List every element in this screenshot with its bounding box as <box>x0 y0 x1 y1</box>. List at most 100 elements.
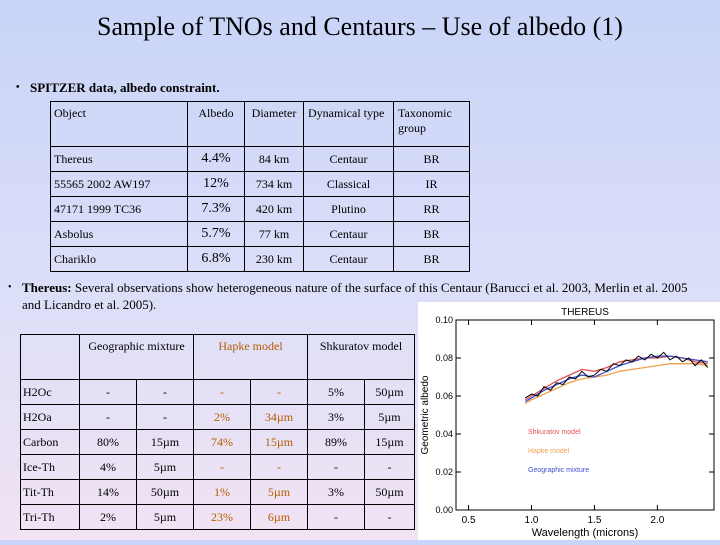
x-tick-label: 1.5 <box>587 515 601 526</box>
legend-entry: Hapke model <box>528 448 570 455</box>
cell-dynamical-type: Centaur <box>303 146 394 172</box>
header-object: Object <box>50 101 188 147</box>
series-line-2 <box>524 355 708 403</box>
cell-component: H2Oa <box>20 404 80 430</box>
cell-diameter: 230 km <box>244 246 304 272</box>
cell-albedo: 4.4% <box>187 146 245 172</box>
cell-hapke-size: 5µm <box>250 479 308 505</box>
slide-title: Sample of TNOs and Centaurs – Use of alb… <box>97 12 623 41</box>
cell-hapke-size: 15µm <box>250 429 308 455</box>
header-shkuratov-model: Shkuratov model <box>307 334 415 380</box>
table-header-row: Object Albedo Diameter Dynamical type Ta… <box>50 101 470 147</box>
legend-entry: Geographic mixture <box>528 467 589 474</box>
cell-diameter: 84 km <box>244 146 304 172</box>
table-row: Asbolus 5.7% 77 km Centaur BR <box>50 221 470 247</box>
cell-albedo: 5.7% <box>187 221 245 247</box>
x-axis-label: Wavelength (microns) <box>532 527 639 539</box>
albedo-chart-svg: THEREUS 0.5 1.0 1.5 2.0 0.00 0.02 0.04 0.06 0.08 0… <box>420 307 715 539</box>
cell-component: H2Oc <box>20 379 80 405</box>
bullet-spitzer-text: SPITZER data, albedo constraint. <box>30 80 220 95</box>
cell-shk-size: 50µm <box>364 379 415 405</box>
cell-object: Asbolus <box>50 221 188 247</box>
cell-geo-size: 50µm <box>136 479 194 505</box>
cell-taxonomic-group: RR <box>393 196 470 222</box>
header-dynamical-type: Dynamical type <box>303 101 394 147</box>
cell-shk-size: 50µm <box>364 479 415 505</box>
cell-taxonomic-group: BR <box>393 146 470 172</box>
table-row: H2Oc - - - - 5% 50µm <box>20 379 415 405</box>
header-diameter: Diameter <box>244 101 304 147</box>
cell-shk-size: - <box>364 454 415 480</box>
header-blank <box>20 334 80 380</box>
cell-hapke-fraction: 74% <box>193 429 251 455</box>
cell-geo-fraction: 2% <box>79 504 137 530</box>
cell-shk-fraction: 3% <box>307 479 365 505</box>
cell-hapke-fraction: - <box>193 379 251 405</box>
cell-dynamical-type: Plutino <box>303 196 394 222</box>
header-taxonomic-group: Taxonomic group <box>393 101 470 147</box>
cell-object: 47171 1999 TC36 <box>50 196 188 222</box>
y-tick-label: 0.04 <box>435 429 453 439</box>
cell-component: Ice-Th <box>20 454 80 480</box>
cell-hapke-size: 6µm <box>250 504 308 530</box>
bullet-thereus-label: Thereus: <box>22 280 72 295</box>
cell-hapke-fraction: - <box>193 454 251 480</box>
series-line-3 <box>524 351 709 399</box>
cell-geo-fraction: - <box>79 379 137 405</box>
cell-shk-size: 15µm <box>364 429 415 455</box>
table-row: Carbon 80% 15µm 74% 15µm 89% 15µm <box>20 429 415 455</box>
cell-geo-size: - <box>136 379 194 405</box>
cell-taxonomic-group: BR <box>393 246 470 272</box>
bullet-dot: • <box>8 282 12 293</box>
cell-component: Tri-Th <box>20 504 80 530</box>
plot-frame <box>455 319 715 511</box>
y-axis-label: Geometric albedo <box>420 375 431 454</box>
cell-hapke-size: - <box>250 454 308 480</box>
bullet-thereus-text: Several observations show heterogeneous … <box>22 280 688 312</box>
table-header-row: Geographic mixture Hapke model Shkuratov… <box>20 334 415 380</box>
cell-geo-fraction: 80% <box>79 429 137 455</box>
cell-geo-fraction: - <box>79 404 137 430</box>
table-row: Tri-Th 2% 5µm 23% 6µm - - <box>20 504 415 530</box>
table-row: Thereus 4.4% 84 km Centaur BR <box>50 146 470 172</box>
table-row: H2Oa - - 2% 34µm 3% 5µm <box>20 404 415 430</box>
header-albedo: Albedo <box>187 101 245 147</box>
legend-entry: Shkuratov model <box>528 429 581 436</box>
chart-title: THEREUS <box>561 307 609 318</box>
cell-dynamical-type: Centaur <box>303 221 394 247</box>
albedo-plot: THEREUS 0.5 1.0 1.5 2.0 0.00 0.02 0.04 0.06 0.08 0… <box>418 302 720 540</box>
table-row: Tit-Th 14% 50µm 1% 5µm 3% 50µm <box>20 479 415 505</box>
cell-component: Tit-Th <box>20 479 80 505</box>
series-line-1 <box>524 363 708 405</box>
header-hapke-model: Hapke model <box>193 334 308 380</box>
series-line-0 <box>524 355 708 401</box>
y-tick-label: 0.10 <box>435 315 453 325</box>
surface-model-table: Geographic mixture Hapke model Shkuratov… <box>20 334 415 530</box>
cell-component: Carbon <box>20 429 80 455</box>
cell-albedo: 12% <box>187 171 245 197</box>
table-row: Chariklo 6.8% 230 km Centaur BR <box>50 246 470 272</box>
cell-geo-size: 5µm <box>136 504 194 530</box>
cell-shk-size: - <box>364 504 415 530</box>
cell-taxonomic-group: IR <box>393 171 470 197</box>
table-row: 55565 2002 AW197 12% 734 km Classical IR <box>50 171 470 197</box>
cell-hapke-fraction: 23% <box>193 504 251 530</box>
cell-albedo: 6.8% <box>187 246 245 272</box>
cell-hapke-fraction: 1% <box>193 479 251 505</box>
bullet-spitzer: • SPITZER data, albedo constraint. <box>16 79 220 96</box>
bullet-dot: • <box>16 82 20 93</box>
cell-shk-fraction: 89% <box>307 429 365 455</box>
cell-geo-size: - <box>136 404 194 430</box>
cell-hapke-size: - <box>250 379 308 405</box>
cell-object: 55565 2002 AW197 <box>50 171 188 197</box>
cell-taxonomic-group: BR <box>393 221 470 247</box>
x-tick-label: 0.5 <box>462 515 476 526</box>
x-tick-label: 1.0 <box>525 515 539 526</box>
cell-shk-fraction: 3% <box>307 404 365 430</box>
x-tick-label: 2.0 <box>650 515 664 526</box>
header-geographic-mixture: Geographic mixture <box>79 334 194 380</box>
table-row: 47171 1999 TC36 7.3% 420 km Plutino RR <box>50 196 470 222</box>
cell-hapke-fraction: 2% <box>193 404 251 430</box>
cell-shk-fraction: - <box>307 454 365 480</box>
y-tick-label: 0.02 <box>435 467 453 477</box>
